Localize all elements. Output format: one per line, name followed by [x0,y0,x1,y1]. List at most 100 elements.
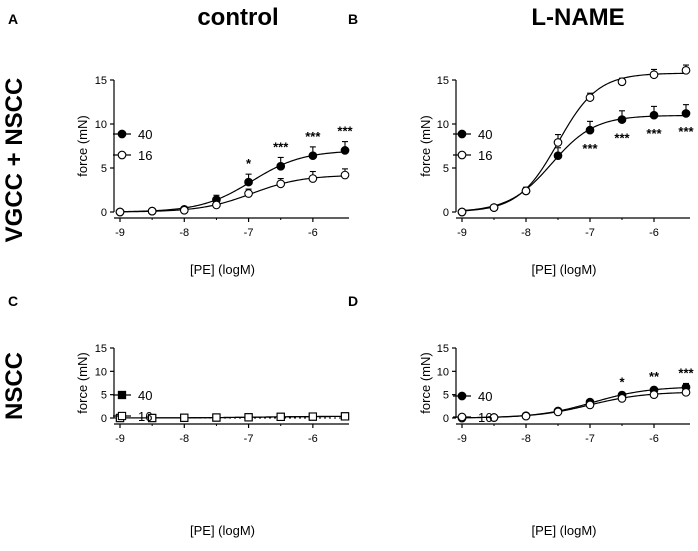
data-point [179,205,189,215]
significance-label: *** [614,130,630,145]
y-axis-title: force (mN) [75,115,90,176]
x-tick-label: -7 [244,227,254,239]
panel-d: D 0 5 10 15 -9 -8 -7 -6 [PE] (logM) force (mN) 40 16… [348,293,695,538]
data-point [212,413,221,422]
data-point [553,407,563,417]
data-point [340,412,350,421]
series-16: 16 [453,387,691,425]
y-axis-title: force (mN) [418,115,433,176]
data-point [340,170,350,180]
legend-label: 16 [138,409,152,424]
data-point [308,412,318,421]
panel-c: C 0 5 10 15 -9 -8 -7 -6 [PE] (logM) force (mN) 40 16 [8,293,350,538]
significance-label: *** [337,124,353,139]
data-point [276,412,285,421]
legend-label: 40 [138,127,152,142]
data-point [585,125,595,135]
x-axis-title: [PE] (logM) [190,523,255,538]
y-axis-title: force (mN) [418,352,433,413]
panel-letter: A [8,11,18,27]
series-16: 16 [453,64,691,217]
data-point [681,109,691,118]
legend-marker [457,129,467,139]
y-tick-label: 10 [437,366,449,378]
x-tick-label: -8 [521,433,531,445]
significance-label: ** [649,369,660,384]
data-point [649,70,659,80]
column-title-l-name: L-NAME [531,4,624,31]
data-point [489,203,499,212]
x-tick-label: -8 [521,227,531,239]
significance-label: *** [646,126,662,141]
significance-label: *** [273,139,289,154]
data-point [276,161,286,171]
x-tick-label: -8 [179,227,189,239]
legend-marker [457,150,467,160]
y-axis-title: force (mN) [75,352,90,413]
panel-b: B 0 5 10 15 -9 -8 -7 -6 [PE] (logM) force (mN) 40 16… [348,11,695,277]
data-point [489,413,499,422]
x-axis-title: [PE] (logM) [531,262,596,277]
legend-label: 16 [478,410,492,425]
x-tick-label: -7 [585,433,595,445]
data-point [649,110,659,120]
x-tick-label: -9 [457,227,467,239]
y-tick-label: 5 [443,390,449,402]
y-tick-label: 5 [101,390,107,402]
y-tick-label: 0 [101,413,107,425]
series-16: 16 [113,148,350,217]
data-point [308,174,318,183]
data-point [340,146,350,155]
legend-label: 40 [478,127,492,142]
data-point [180,413,189,422]
x-tick-label: -6 [308,433,318,445]
legend-marker [117,150,127,160]
y-tick-label: 0 [443,413,449,425]
fit-curve [461,72,687,212]
x-tick-label: -8 [179,433,189,445]
panels: A 0 5 10 15 -9 -8 -7 -6 [PE] (logM) force (mN) 40 16… [8,11,695,538]
x-tick-label: -9 [457,433,467,445]
x-tick-label: -7 [585,227,595,239]
x-axis-title: [PE] (logM) [531,523,596,538]
y-tick-label: 10 [95,119,107,131]
data-point [681,387,691,397]
data-point [617,77,627,87]
data-point [585,400,595,410]
data-point [681,65,691,75]
significance-label: * [246,156,252,171]
legend-label: 40 [478,389,492,404]
data-point [212,200,221,210]
y-tick-label: 5 [101,163,107,175]
row-title-vgcc-nscc: VGCC + NSCC [1,78,28,243]
data-point [521,411,531,421]
y-tick-label: 15 [95,75,107,87]
data-point [553,151,563,161]
y-tick-label: 5 [443,163,449,175]
data-point [147,206,157,216]
legend-marker [117,411,127,421]
data-point [649,390,659,400]
legend-marker [117,390,127,400]
data-point [617,394,627,403]
x-tick-label: -7 [244,433,254,445]
series-16: 16 [113,409,350,424]
legend-marker [117,129,127,139]
data-point [585,93,595,102]
y-tick-label: 15 [437,75,449,87]
data-point [308,151,318,161]
data-point [617,115,627,124]
fit-curve [461,114,687,212]
x-tick-label: -6 [649,433,659,445]
legend-marker [457,412,467,422]
x-tick-label: -6 [649,227,659,239]
significance-label: *** [678,365,694,380]
significance-label: *** [582,141,598,156]
row-title-nscc: NSCC [1,352,28,420]
data-point [147,413,157,423]
data-point [521,186,531,196]
data-point [115,207,125,217]
fit-curve [461,392,687,419]
data-point [244,413,253,422]
